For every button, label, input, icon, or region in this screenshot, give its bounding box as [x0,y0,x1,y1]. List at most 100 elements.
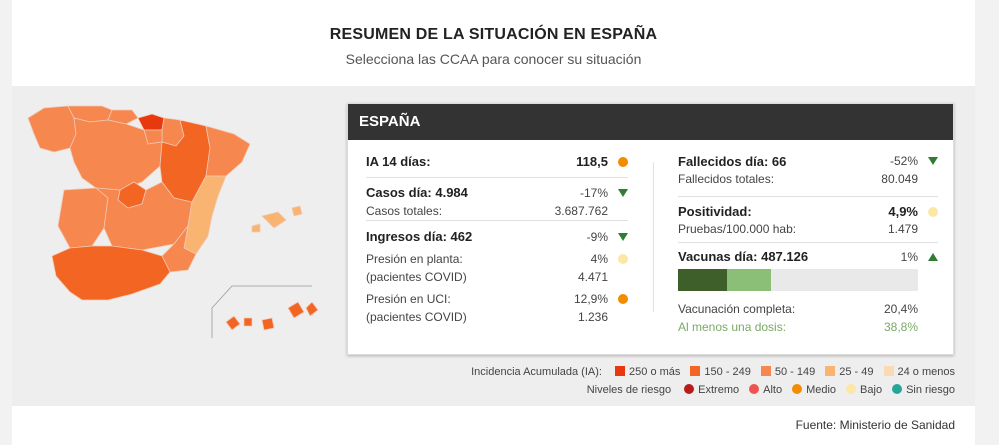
region-cantabria[interactable] [107,109,139,125]
positividad-value: 4,9% [888,204,918,219]
ia-legend-item: 250 o más [615,366,680,378]
legend-dot [684,384,695,395]
fallecidos-label: Fallecidos día: 66 [678,154,787,169]
summary-panel: ESPAÑA IA 14 días: 118,5 Casos día: 4.98… [12,86,975,406]
ia14-row: IA 14 días: 118,5 [366,140,628,180]
vacunas-label: Vacunas día: 487.126 [678,249,809,264]
page-subtitle: Selecciona las CCAA para conocer su situ… [345,51,642,67]
region-canarias[interactable] [225,301,319,331]
region-castilla-la-mancha[interactable] [95,181,193,251]
risk-legend-item: Bajo [846,384,882,396]
legend-dot [792,384,803,395]
vaccination-one-dose-fill [727,269,771,291]
uci-label: Presión en UCI: [366,292,451,306]
down-arrow-icon [618,189,628,197]
region-castilla-leon[interactable] [69,117,163,191]
positividad-label: Positividad: [678,204,752,219]
region-extremadura[interactable] [57,187,109,249]
planta-value: 4.471 [577,270,608,284]
legend-dot [749,384,760,395]
legend-label: 150 - 249 [704,366,751,379]
casos-change: -17% [579,186,608,200]
ingresos-row: Ingresos día: 462 -9% Presión en planta:… [366,224,628,334]
page-title: RESUMEN DE LA SITUACIÓN EN ESPAÑA [329,26,658,43]
up-arrow-icon [928,253,938,261]
uci-risk-dot [618,294,628,304]
legend-label: 50 - 149 [774,366,816,379]
region-pais-vasco[interactable] [137,113,165,131]
ingresos-change: -9% [586,230,608,244]
vacunas-change: 1% [900,250,918,264]
ia-legend-title: Incidencia Acumulada (IA): [471,366,602,378]
legend-label: 24 o menos [897,366,955,379]
risk-legend-title: Niveles de riesgo [586,384,672,396]
spain-summary-card: ESPAÑA IA 14 días: 118,5 Casos día: 4.98… [347,103,954,355]
pruebas-label: Pruebas/100.000 hab: [678,222,797,236]
spain-map [27,105,319,338]
al-menos-una-dosis-value: 38,8% [883,320,918,334]
legend-label: Bajo [860,384,883,397]
casos-total-value: 3.687.762 [554,204,608,218]
legend-label: Extremo [698,384,740,397]
planta-sublabel: (pacientes COVID) [366,270,467,284]
risk-legend-item: Alto [749,384,782,396]
fallecidos-total-value: 80.049 [881,172,918,186]
header: RESUMEN DE LA SITUACIÓN EN ESPAÑA Selecc… [12,0,975,86]
legend-swatch [615,366,626,377]
casos-label: Casos día: 4.984 [366,185,468,200]
risk-legend-item: Medio [792,384,836,396]
divider [366,220,628,221]
source-footer: Fuente: Ministerio de Sanidad [795,418,955,432]
region-cataluna[interactable] [205,125,251,177]
vacunacion-completa-label: Vacunación completa: [678,302,796,316]
planta-label: Presión en planta: [366,252,463,266]
down-arrow-icon [928,157,938,165]
legend-dot [846,384,857,395]
ia-legend-item: 24 o menos [883,366,955,379]
ingresos-label: Ingresos día: 462 [366,229,473,244]
ia-legend-item: 50 - 149 [760,366,816,379]
legend-label: 25 - 49 [839,366,874,379]
canarias-inset-frame [211,285,312,338]
ia14-label: IA 14 días: [366,154,431,169]
region-galicia[interactable] [27,105,77,153]
divider [678,196,938,197]
positividad-risk-dot [928,207,938,217]
uci-value: 1.236 [577,310,608,324]
casos-row: Casos día: 4.984 -17% Casos totales: 3.6… [366,180,628,218]
legend-label: Alto [763,384,783,397]
planta-risk-dot [618,254,628,264]
ia14-risk-dot [618,157,628,167]
ia-legend-item: 25 - 49 [825,366,874,379]
legend-swatch [825,366,836,377]
risk-legend-item: Extremo [684,384,739,396]
legend-label: 250 o más [629,366,681,379]
divider [366,177,628,178]
ia14-value: 118,5 [576,154,608,169]
planta-pct: 4% [590,252,608,266]
vacunacion-completa-value: 20,4% [883,302,918,316]
column-divider [653,162,654,312]
ia-legend-item: 150 - 249 [690,366,751,379]
vaccination-progress-bar [678,269,918,291]
region-baleares[interactable] [251,205,303,233]
legend-swatch [690,366,701,377]
legend-label: Medio [806,384,837,397]
vacunas-row: Vacunas día: 487.126 1% Vacunación compl… [678,246,938,356]
fallecidos-row: Fallecidos día: 66 -52% Fallecidos total… [678,140,938,186]
page-gutter-left [0,0,12,445]
al-menos-una-dosis-label: Al menos una dosis: [678,320,787,334]
vaccination-complete-fill [678,269,727,291]
legend-label: Sin riesgo [906,384,955,397]
card-title: ESPAÑA [348,104,953,140]
risk-legend: Niveles de riesgo Extremo Alto Medio Bajo Si… [587,384,955,396]
ia-legend: Incidencia Acumulada (IA): 250 o más 150 … [471,366,955,378]
legend-dot [892,384,903,395]
pruebas-value: 1.479 [887,222,918,236]
uci-sublabel: (pacientes COVID) [366,310,467,324]
fallecidos-change: -52% [889,154,918,168]
positividad-row: Positividad: 4,9% Pruebas/100.000 hab: 1… [678,198,938,238]
casos-total-label: Casos totales: [366,204,443,218]
risk-legend-item: Sin riesgo [892,384,955,396]
region-andalucia[interactable] [51,245,171,301]
